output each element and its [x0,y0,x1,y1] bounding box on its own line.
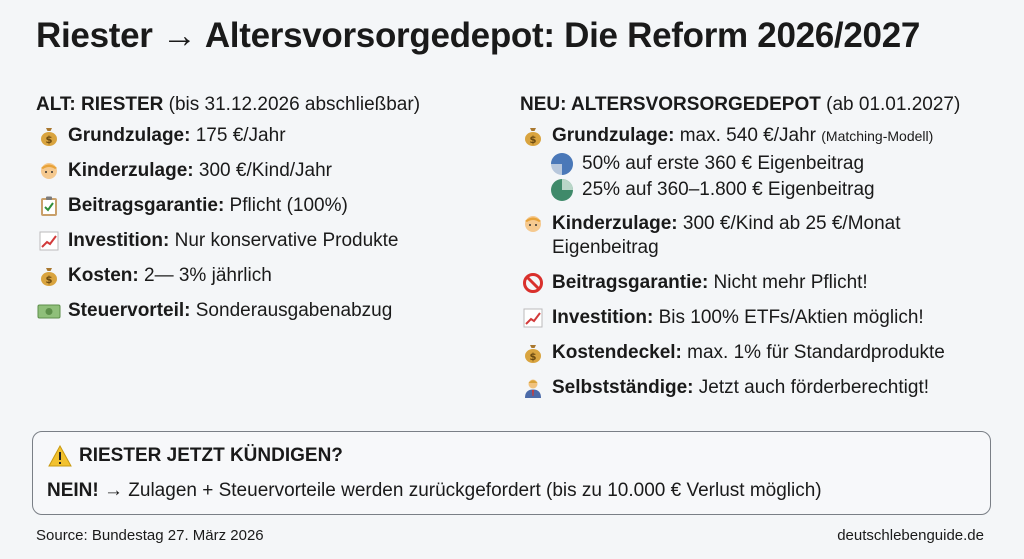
list-item: Investition: Bis 100% ETFs/Aktien möglic… [520,306,1010,330]
item-text: max. 1% für Standardprodukte [681,342,945,363]
list-item: Steuervorteil: Sonderausgabenabzug [36,299,496,323]
list-item: Beitragsgarantie: Nicht mehr Pflicht! [520,271,1010,295]
item-label: Kinderzulage: [552,213,678,234]
matching-tier: 50% auf erste 360 € Eigenbeitrag [550,152,1010,176]
item-text: 2— 3% jährlich [138,265,272,286]
prohibited-icon [520,271,546,295]
item-label: Kinderzulage: [68,160,194,181]
depot-heading: NEU: ALTERSVORSORGEDEPOT (ab 01.01.2027) [520,94,1010,116]
riester-heading-bold: ALT: RIESTER [36,94,164,115]
item-label: Investition: [68,230,170,251]
item-label: Beitragsgarantie: [68,195,225,216]
warning-answer: NEIN! → Zulagen + Steuervorteile werden … [47,480,822,502]
matching-tier-text: 25% auf 360–1.800 € Eigenbeitrag [582,179,875,200]
depot-heading-note: (ab 01.01.2027) [820,94,961,115]
item-label: Selbstständige: [552,377,694,398]
item-label: Kostendeckel: [552,342,682,363]
svg-text:$: $ [530,135,537,146]
item-text: 175 €/Jahr [190,125,286,146]
item-text: max. 540 €/Jahr [674,125,822,146]
item-text: Sonderausgabenabzug [190,300,393,321]
item-label: Grundzulage: [552,125,675,146]
money-bag-icon: $ [520,124,546,148]
svg-text:$: $ [530,352,537,363]
item-label: Investition: [552,307,654,328]
list-item: $ Kosten: 2— 3% jährlich [36,264,496,288]
item-text: Pflicht (100%) [224,195,348,216]
warning-title-text: RIESTER JETZT KÜNDIGEN? [79,445,343,466]
item-text: Jetzt auch förderberechtigt! [693,377,929,398]
item-label: Steuervorteil: [68,300,191,321]
list-item: $ Grundzulage: 175 €/Jahr [36,124,496,148]
list-item: Beitragsgarantie: Pflicht (100%) [36,194,496,218]
warning-answer-text: → Zulagen + Steuervorteile werden zurück… [98,480,822,501]
money-bag-icon: $ [36,264,62,288]
page-title: Riester → Altersvorsorgedepot: Die Refor… [36,16,921,55]
svg-text:$: $ [46,275,53,286]
pie-quarter-icon [551,179,573,201]
matching-tier: 25% auf 360–1.800 € Eigenbeitrag [550,178,1010,202]
list-item: $ Grundzulage: max. 540 €/Jahr (Matching… [520,124,1010,148]
list-item: Investition: Nur konservative Produkte [36,229,496,253]
svg-text:$: $ [46,135,53,146]
site-name: deutschlebenguide.de [837,527,984,544]
clipboard-icon [36,194,62,218]
warning-icon [47,444,73,468]
riester-heading: ALT: RIESTER (bis 31.12.2026 abschließba… [36,94,496,116]
item-text: Nicht mehr Pflicht! [708,272,868,293]
item-text: 300 €/Kind/Jahr [193,160,332,181]
list-item: Kinderzulage: 300 €/Kind/Jahr [36,159,496,183]
pie-half-icon [551,153,573,175]
item-text: Bis 100% ETFs/Aktien möglich! [653,307,924,328]
baby-icon [36,159,62,183]
item-text: Nur konservative Produkte [169,230,399,251]
baby-icon [520,212,546,236]
chart-up-icon [520,306,546,330]
warning-answer-bold: NEIN! [47,480,99,501]
item-note: (Matching-Modell) [821,128,934,144]
item-text: 300 €/Kind ab 25 €/Monat Eigenbeitrag [552,213,901,258]
item-label: Grundzulage: [68,125,191,146]
depot-heading-bold: NEU: ALTERSVORSORGEDEPOT [520,94,821,115]
item-label: Beitragsgarantie: [552,272,709,293]
source-note: Source: Bundestag 27. März 2026 [36,527,264,544]
money-bag-icon: $ [36,124,62,148]
list-item: $ Kostendeckel: max. 1% für Standardprod… [520,341,1010,365]
businessman-icon [520,376,546,400]
money-bag-icon: $ [520,341,546,365]
warning-box: RIESTER JETZT KÜNDIGEN? NEIN! → Zulagen … [32,431,991,515]
matching-tier-text: 50% auf erste 360 € Eigenbeitrag [582,153,865,174]
riester-column: ALT: RIESTER (bis 31.12.2026 abschließba… [36,94,496,334]
list-item: Kinderzulage: 300 €/Kind ab 25 €/Monat E… [520,212,960,260]
chart-up-icon [36,229,62,253]
altersvorsorgedepot-column: NEU: ALTERSVORSORGEDEPOT (ab 01.01.2027)… [520,94,1010,411]
warning-title: RIESTER JETZT KÜNDIGEN? [47,444,343,468]
list-item: Selbstständige: Jetzt auch förderberecht… [520,376,1010,400]
banknote-icon [36,299,62,323]
riester-heading-note: (bis 31.12.2026 abschließbar) [163,94,421,115]
item-label: Kosten: [68,265,139,286]
